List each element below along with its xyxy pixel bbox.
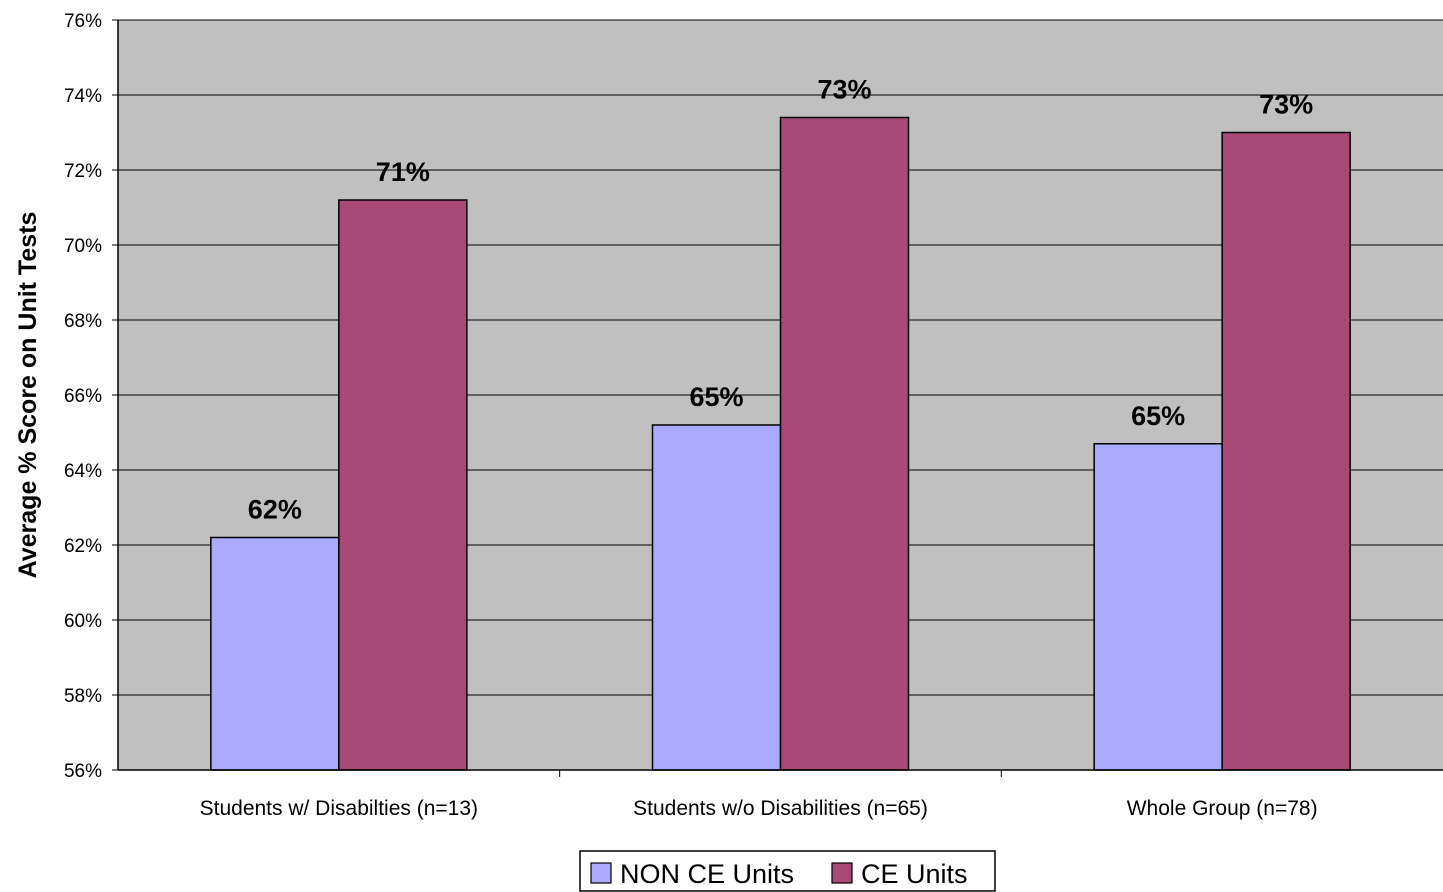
y-tick-label: 72% [64, 161, 102, 182]
data-label: 71% [376, 157, 430, 187]
bar-ce [1221, 131, 1351, 771]
x-tick-label: Students w/o Disabilities (n=65) [633, 797, 928, 820]
data-label: 73% [817, 75, 871, 105]
bar-ce [338, 199, 468, 771]
data-label: 65% [689, 382, 743, 412]
bar-ce [779, 116, 910, 771]
bar-non-ce [1093, 443, 1223, 771]
legend-box [579, 850, 996, 892]
y-axis-label: Average % Score on Unit Tests [14, 212, 42, 579]
legend: NON CE Units CE Units [579, 850, 996, 892]
y-tick-label: 66% [64, 386, 102, 407]
data-label: 65% [1131, 401, 1185, 431]
x-axis: Students w/ Disabilties (n=13) Students w… [118, 769, 1443, 820]
legend-label: NON CE Units [620, 859, 794, 889]
legend-label: CE Units [861, 859, 968, 889]
y-tick-label: 56% [64, 761, 102, 782]
y-tick-label: 64% [64, 461, 102, 482]
y-tick-label: 70% [64, 236, 102, 257]
y-tick-label: 68% [64, 311, 102, 332]
bars [210, 116, 1351, 771]
data-label: 73% [1259, 90, 1313, 120]
x-tick-label: Whole Group (n=78) [1127, 797, 1318, 820]
x-tick-label: Students w/ Disabilties (n=13) [200, 797, 478, 820]
y-tick-label: 74% [64, 86, 102, 107]
legend-swatch [831, 862, 853, 884]
y-axis: 56% 58% 60% 62% 64% 66% 68% 70% 72% 74% 76% [64, 11, 119, 782]
data-labels: 62% 71% 65% 73% 65% 73% [248, 75, 1313, 525]
data-label: 62% [248, 495, 302, 525]
bar-non-ce [651, 424, 782, 771]
legend-swatch [590, 862, 612, 884]
y-tick-label: 62% [64, 536, 102, 557]
y-tick-label: 76% [64, 11, 102, 32]
bar-non-ce [210, 536, 340, 771]
y-tick-label: 60% [64, 611, 102, 632]
y-tick-label: 58% [64, 686, 102, 707]
